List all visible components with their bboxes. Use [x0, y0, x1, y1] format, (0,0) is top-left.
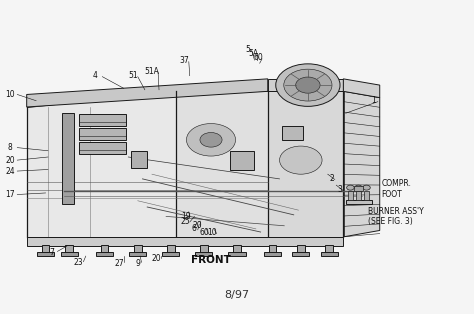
Text: 10: 10: [208, 228, 217, 237]
Circle shape: [296, 77, 320, 93]
Polygon shape: [79, 128, 126, 140]
Text: 20: 20: [192, 221, 201, 230]
Polygon shape: [96, 252, 113, 256]
Polygon shape: [200, 245, 208, 252]
Text: 19: 19: [181, 212, 191, 221]
Text: 51: 51: [128, 71, 138, 80]
Polygon shape: [167, 245, 174, 252]
Text: 60: 60: [200, 228, 210, 237]
Text: 8/97: 8/97: [224, 290, 250, 300]
Text: 20: 20: [5, 156, 15, 165]
Polygon shape: [264, 252, 281, 256]
Polygon shape: [134, 245, 142, 252]
Text: 6: 6: [191, 225, 196, 233]
Polygon shape: [62, 113, 74, 204]
Text: COMPR.
FOOT: COMPR. FOOT: [381, 179, 411, 198]
Text: 4: 4: [93, 71, 98, 80]
Polygon shape: [356, 192, 361, 200]
Polygon shape: [37, 252, 54, 256]
Polygon shape: [233, 245, 241, 252]
Polygon shape: [175, 91, 268, 237]
Polygon shape: [79, 142, 126, 154]
Polygon shape: [297, 245, 305, 252]
Polygon shape: [282, 126, 303, 140]
Text: 60: 60: [254, 53, 263, 62]
Polygon shape: [27, 237, 343, 246]
Circle shape: [280, 146, 322, 174]
Text: 1: 1: [372, 96, 376, 105]
Circle shape: [284, 69, 332, 101]
Polygon shape: [228, 252, 246, 256]
Polygon shape: [195, 252, 212, 256]
Polygon shape: [131, 151, 147, 168]
Circle shape: [200, 133, 222, 147]
Text: 27: 27: [114, 259, 124, 268]
Polygon shape: [346, 200, 372, 204]
Text: 7: 7: [49, 248, 54, 257]
Polygon shape: [101, 245, 109, 252]
Circle shape: [276, 64, 340, 106]
Polygon shape: [129, 252, 146, 256]
Polygon shape: [343, 79, 380, 98]
Text: FRONT: FRONT: [191, 255, 231, 265]
Circle shape: [346, 185, 354, 190]
Polygon shape: [292, 252, 310, 256]
Text: 25: 25: [180, 217, 190, 225]
Text: 2: 2: [329, 174, 334, 183]
Circle shape: [186, 123, 236, 156]
Polygon shape: [61, 252, 78, 256]
Polygon shape: [268, 79, 343, 91]
Polygon shape: [65, 245, 73, 252]
Polygon shape: [364, 192, 369, 200]
Polygon shape: [269, 245, 276, 252]
Text: 5: 5: [245, 45, 250, 54]
Polygon shape: [42, 245, 49, 252]
Text: 3: 3: [337, 185, 343, 194]
Polygon shape: [27, 91, 175, 237]
Polygon shape: [325, 245, 333, 252]
Polygon shape: [347, 192, 353, 200]
Polygon shape: [344, 91, 380, 237]
Circle shape: [363, 185, 370, 190]
Text: BURNER ASS'Y
(SEE FIG. 3): BURNER ASS'Y (SEE FIG. 3): [368, 207, 424, 226]
Polygon shape: [162, 252, 179, 256]
Polygon shape: [27, 79, 268, 107]
Text: 20: 20: [152, 254, 162, 263]
Circle shape: [355, 185, 362, 190]
Text: 8: 8: [8, 143, 12, 152]
Text: 17: 17: [5, 190, 15, 199]
Text: 23: 23: [74, 258, 83, 267]
Polygon shape: [354, 186, 363, 192]
Text: 51A: 51A: [145, 67, 159, 76]
Polygon shape: [79, 114, 126, 126]
Polygon shape: [268, 91, 343, 237]
Text: 5A: 5A: [248, 49, 258, 58]
Text: 24: 24: [5, 166, 15, 176]
Polygon shape: [320, 252, 337, 256]
Text: 37: 37: [179, 56, 189, 65]
Polygon shape: [230, 151, 254, 170]
Text: 10: 10: [5, 90, 15, 99]
Text: 9: 9: [135, 259, 140, 268]
